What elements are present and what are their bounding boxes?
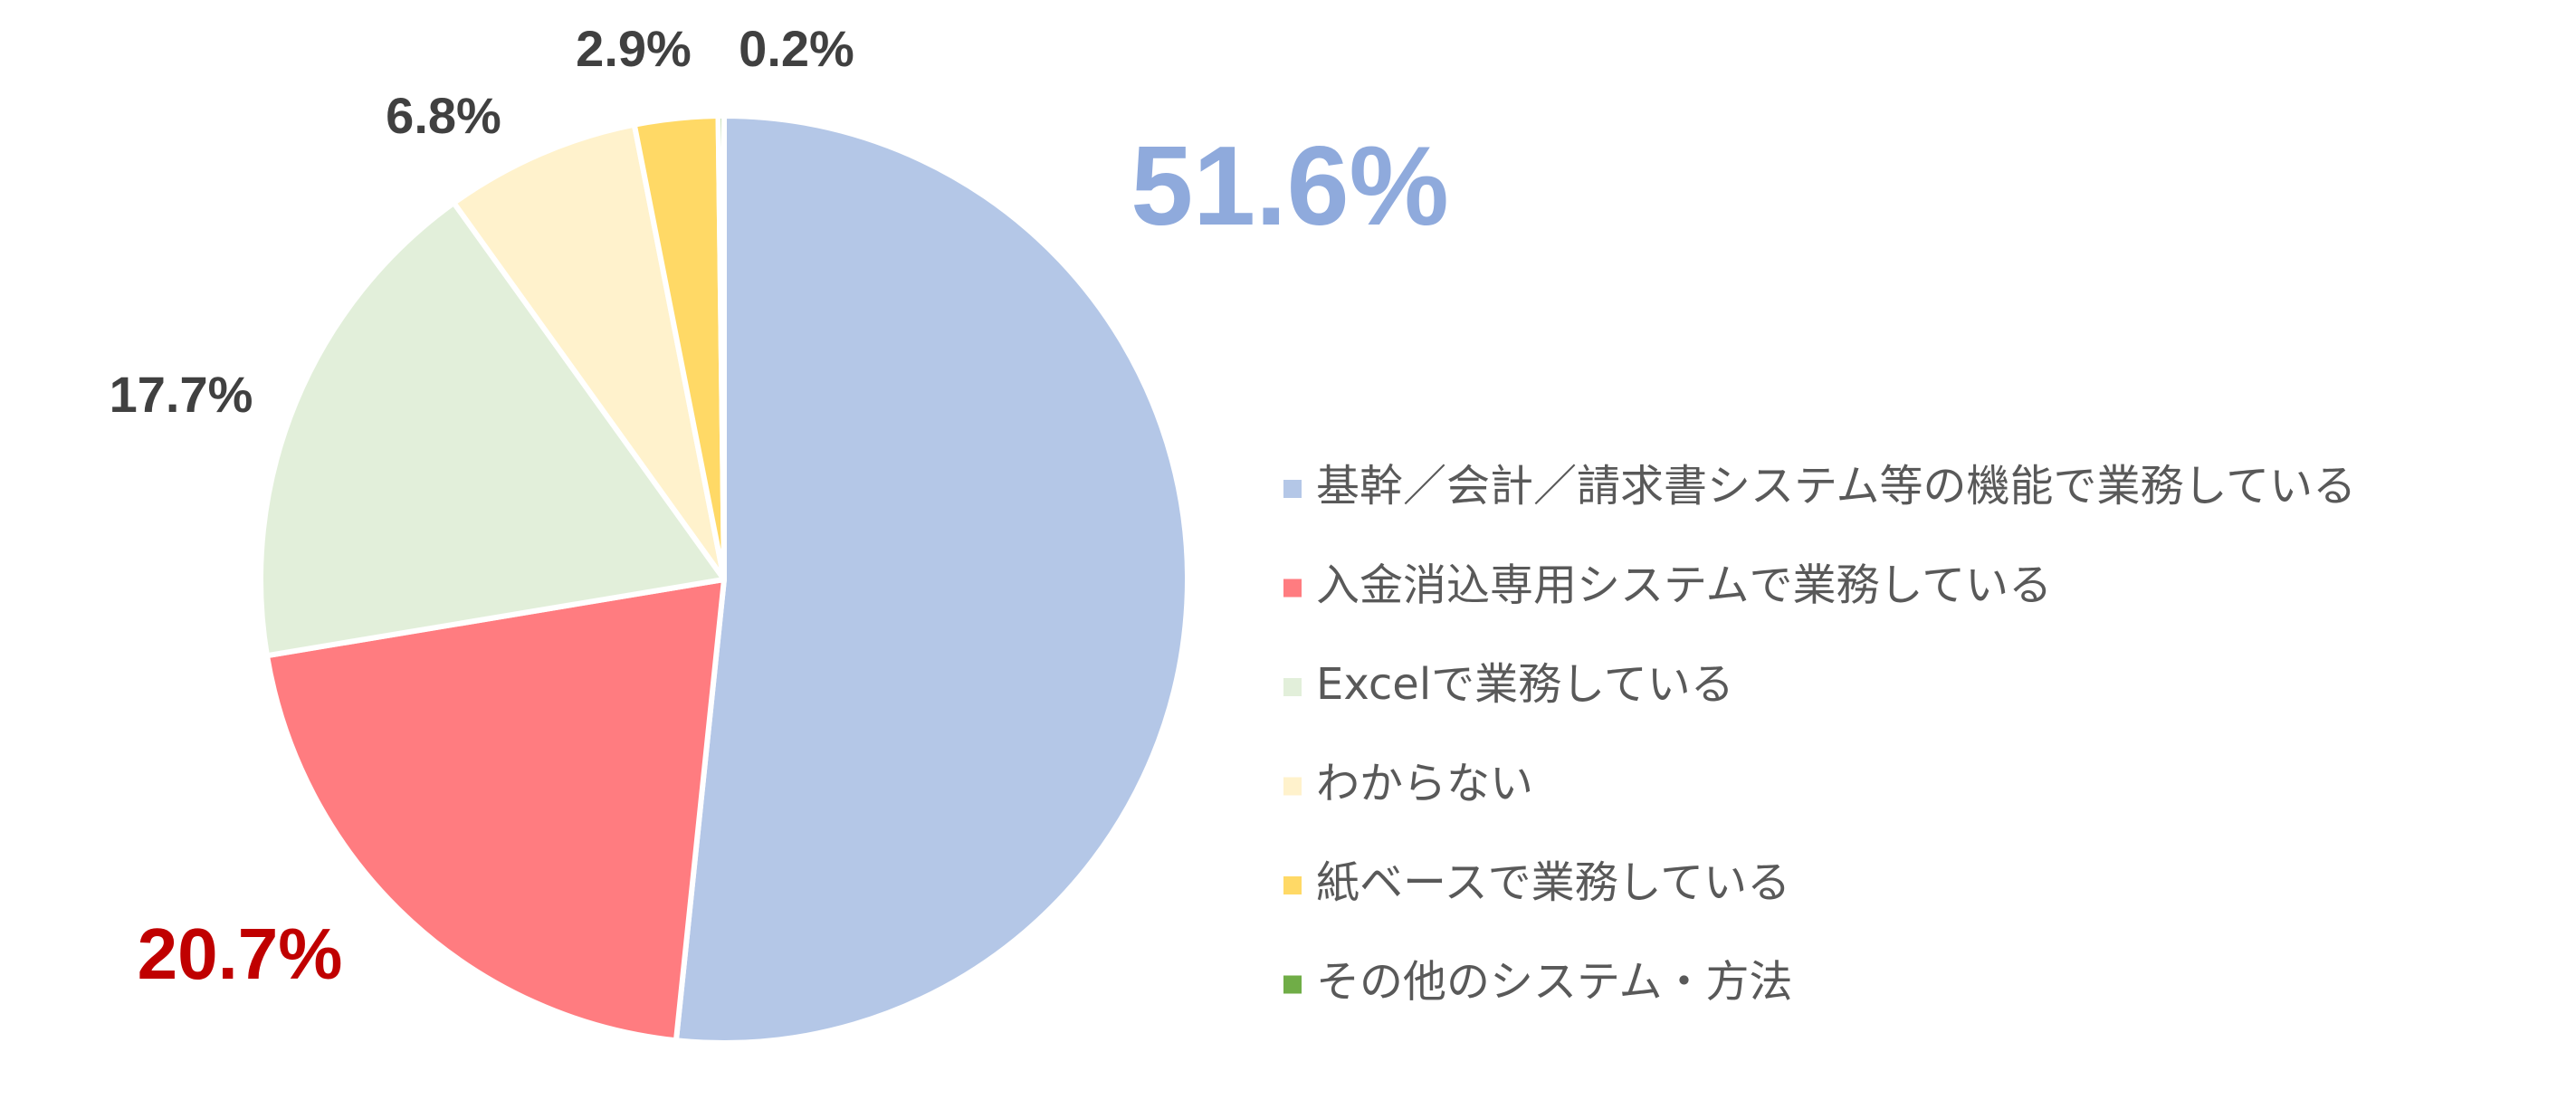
pie-value-labels: 51.6% 20.7% 17.7% 6.8% 2.9% 0.2% [110,20,1449,994]
legend: 基幹／会計／請求書システム等の機能で業務している入金消込専用システムで業務してい… [1283,461,2356,1008]
pie-slices [258,113,1190,1046]
slice-value-label-3: 17.7% [110,366,253,423]
legend-label-1: 基幹／会計／請求書システム等の機能で業務している [1316,461,2356,512]
slice-value-label-6: 0.2% [739,20,854,77]
legend-swatch-5 [1283,876,1302,894]
slice-value-label-5: 2.9% [576,20,692,77]
legend-swatch-2 [1283,579,1302,598]
legend-swatch-4 [1283,777,1302,796]
legend-swatch-6 [1283,975,1302,994]
legend-label-6: その他のシステム・方法 [1316,957,1793,1008]
slice-value-label-2: 20.7% [138,913,343,994]
legend-label-3: Excelで業務している [1316,659,1734,710]
slice-value-label-1: 51.6% [1131,124,1449,249]
legend-label-5: 紙ベースで業務している [1316,857,1790,908]
pie-slice-1 [673,113,1190,1046]
legend-label-4: わからない [1316,759,1533,809]
pie-slice-3 [258,200,727,659]
pie-slice-6 [715,113,727,582]
slice-value-label-4: 6.8% [386,87,501,144]
legend-swatch-3 [1283,678,1302,696]
pie-slice-2 [263,577,727,1044]
legend-label-2: 入金消込専用システムで業務している [1316,560,2052,611]
legend-swatch-1 [1283,480,1302,498]
